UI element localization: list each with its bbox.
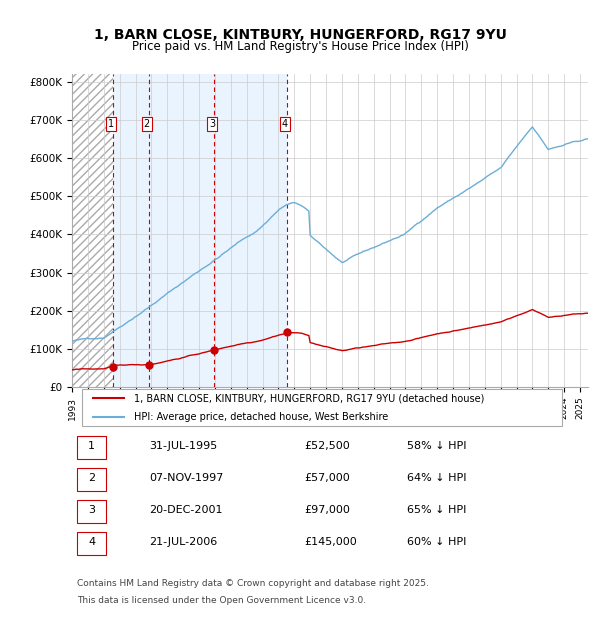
Text: £97,000: £97,000 bbox=[304, 505, 350, 515]
Text: 3: 3 bbox=[88, 505, 95, 515]
Text: 21-JUL-2006: 21-JUL-2006 bbox=[149, 537, 218, 547]
Text: HPI: Average price, detached house, West Berkshire: HPI: Average price, detached house, West… bbox=[134, 412, 388, 422]
Text: 4: 4 bbox=[88, 537, 95, 547]
Text: Price paid vs. HM Land Registry's House Price Index (HPI): Price paid vs. HM Land Registry's House … bbox=[131, 40, 469, 53]
Text: 20-DEC-2001: 20-DEC-2001 bbox=[149, 505, 223, 515]
Text: 65% ↓ HPI: 65% ↓ HPI bbox=[407, 505, 467, 515]
Text: £145,000: £145,000 bbox=[304, 537, 357, 547]
Text: 3: 3 bbox=[209, 119, 215, 129]
Text: 4: 4 bbox=[282, 119, 288, 129]
FancyBboxPatch shape bbox=[77, 436, 106, 459]
Bar bbox=[113, 74, 287, 387]
Text: 2: 2 bbox=[143, 119, 150, 129]
Text: 64% ↓ HPI: 64% ↓ HPI bbox=[407, 473, 467, 483]
Text: 1: 1 bbox=[88, 441, 95, 451]
Text: This data is licensed under the Open Government Licence v3.0.: This data is licensed under the Open Gov… bbox=[77, 596, 366, 605]
Text: 07-NOV-1997: 07-NOV-1997 bbox=[149, 473, 224, 483]
Text: 1, BARN CLOSE, KINTBURY, HUNGERFORD, RG17 9YU (detached house): 1, BARN CLOSE, KINTBURY, HUNGERFORD, RG1… bbox=[134, 394, 484, 404]
Text: 1, BARN CLOSE, KINTBURY, HUNGERFORD, RG17 9YU: 1, BARN CLOSE, KINTBURY, HUNGERFORD, RG1… bbox=[94, 28, 506, 42]
Text: 58% ↓ HPI: 58% ↓ HPI bbox=[407, 441, 467, 451]
FancyBboxPatch shape bbox=[82, 389, 562, 427]
Text: 2: 2 bbox=[88, 473, 95, 483]
Text: 31-JUL-1995: 31-JUL-1995 bbox=[149, 441, 218, 451]
Text: Contains HM Land Registry data © Crown copyright and database right 2025.: Contains HM Land Registry data © Crown c… bbox=[77, 579, 429, 588]
FancyBboxPatch shape bbox=[77, 500, 106, 523]
Text: £52,500: £52,500 bbox=[304, 441, 350, 451]
Text: 1: 1 bbox=[107, 119, 113, 129]
FancyBboxPatch shape bbox=[77, 468, 106, 491]
Text: £57,000: £57,000 bbox=[304, 473, 350, 483]
Bar bbox=[72, 74, 113, 387]
Text: 60% ↓ HPI: 60% ↓ HPI bbox=[407, 537, 467, 547]
FancyBboxPatch shape bbox=[77, 532, 106, 556]
